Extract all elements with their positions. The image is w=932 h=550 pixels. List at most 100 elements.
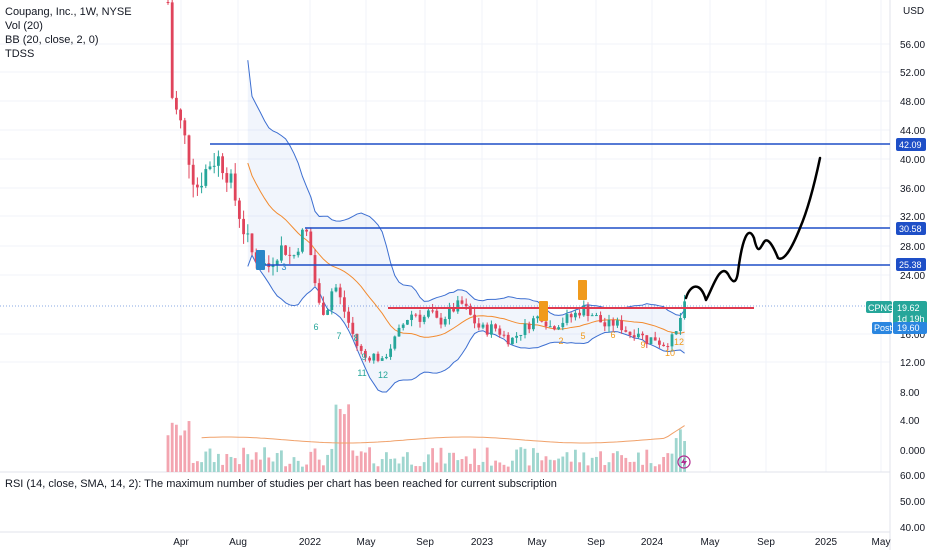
volume-bar xyxy=(460,459,464,472)
volume-bar xyxy=(208,448,212,472)
candle-body xyxy=(250,233,254,253)
candle-body xyxy=(229,173,233,183)
candle-body xyxy=(658,340,661,345)
volume-tick-label: 0.000 xyxy=(900,446,925,457)
volume-bar xyxy=(347,404,350,472)
volume-study-label[interactable]: Vol (20) xyxy=(5,20,43,32)
volume-bar xyxy=(326,454,329,472)
candle-body xyxy=(355,333,359,346)
volume-bar xyxy=(557,458,560,472)
volume-bar xyxy=(250,459,254,472)
volume-bar xyxy=(548,459,552,472)
candle-body xyxy=(582,305,586,316)
candle-body xyxy=(393,336,397,349)
price-tag-42-09-text: 42.09 xyxy=(899,140,922,150)
signal-tag-sell-2[interactable] xyxy=(578,280,587,300)
volume-bar xyxy=(246,454,250,472)
candle-body xyxy=(187,135,191,165)
signal-tag-sell-1[interactable] xyxy=(539,301,548,321)
earnings-lightning-icon[interactable] xyxy=(677,455,691,469)
td-count-label: 10 xyxy=(665,348,675,358)
price-tick-label: 44.00 xyxy=(900,126,925,137)
volume-bar xyxy=(569,461,573,472)
time-axis: Apr Aug 2022 May Sep 2023 May Sep 2024 May Sep 2025… xyxy=(173,537,890,548)
candle-body xyxy=(406,320,409,325)
bollinger-lower xyxy=(247,253,685,393)
chart-grid xyxy=(0,0,890,472)
candle-body xyxy=(578,312,581,316)
volume-bar xyxy=(170,422,174,472)
candle-body xyxy=(485,324,489,335)
symbol-title[interactable]: Coupang, Inc., 1W, NYSE xyxy=(5,6,132,18)
tdss-study-label[interactable]: TDSS xyxy=(5,48,35,60)
candle-body xyxy=(464,303,468,307)
candle-body xyxy=(414,314,418,316)
volume-bar xyxy=(561,456,565,472)
candle-body xyxy=(380,358,384,361)
candle-body xyxy=(666,346,670,348)
td-count-label: 6 xyxy=(313,322,318,332)
candle-body xyxy=(469,306,472,315)
volume-bar xyxy=(481,461,485,472)
price-tick-label: 40.00 xyxy=(900,155,925,166)
candle-body xyxy=(511,337,514,345)
candle-body xyxy=(607,319,611,327)
volume-bars xyxy=(166,404,686,472)
volume-bar xyxy=(645,449,649,472)
volume-bar xyxy=(485,447,489,472)
candle-body xyxy=(200,185,203,188)
candle-body xyxy=(670,334,674,347)
last-price-tag: 19.62 1d 19h xyxy=(893,301,927,325)
volume-bar xyxy=(574,449,577,472)
time-tick-label: May xyxy=(357,537,376,548)
price-tick-label: 12.00 xyxy=(900,358,925,369)
projection-drawing[interactable] xyxy=(684,156,822,302)
volume-bar xyxy=(355,455,359,472)
candle-body xyxy=(326,310,329,315)
volume-bar xyxy=(427,454,430,472)
price-tag-30-58-text: 30.58 xyxy=(899,224,922,234)
volume-bar xyxy=(175,424,178,472)
volume-bar xyxy=(674,438,678,472)
volume-bar xyxy=(259,459,262,472)
candle-body xyxy=(166,2,170,3)
candle-body xyxy=(544,321,548,327)
candle-body xyxy=(477,323,481,328)
volume-bar xyxy=(187,421,191,472)
candle-body xyxy=(473,314,476,324)
price-tick-label: 16.00 xyxy=(900,330,925,341)
candle-body xyxy=(280,245,283,261)
price-tag-25-38: 25.38 xyxy=(896,258,926,271)
candle-body xyxy=(233,173,237,201)
volume-bar xyxy=(620,455,623,472)
candle-body xyxy=(557,327,560,330)
candle-body xyxy=(364,350,367,358)
volume-bar xyxy=(544,456,548,472)
candle-body xyxy=(569,314,573,318)
candle-body xyxy=(519,334,523,336)
volume-bar xyxy=(393,458,397,472)
time-tick-label: 2024 xyxy=(641,537,664,548)
candle-body xyxy=(683,301,686,319)
candle-body xyxy=(376,353,380,361)
candle-body xyxy=(448,307,451,320)
price-tick-label: 28.00 xyxy=(900,242,925,253)
volume-bar xyxy=(502,464,506,472)
td-count-label: 5 xyxy=(580,331,585,341)
rsi-tick-label: 40.00 xyxy=(900,523,925,534)
candle-body xyxy=(401,324,405,328)
price-tick-label: 24.00 xyxy=(900,271,925,282)
volume-bar xyxy=(456,460,460,472)
candle-body xyxy=(565,314,569,323)
currency-label: USD xyxy=(903,6,924,17)
signal-tag-buy[interactable] xyxy=(256,250,265,270)
volume-bar xyxy=(397,463,401,472)
volume-bar xyxy=(280,450,283,472)
candle-body xyxy=(212,165,216,167)
candle-body xyxy=(292,255,296,257)
bollinger-study-label[interactable]: BB (20, close, 2, 0) xyxy=(5,34,99,46)
candle-body xyxy=(502,334,506,336)
price-tick-label: 36.00 xyxy=(900,184,925,195)
